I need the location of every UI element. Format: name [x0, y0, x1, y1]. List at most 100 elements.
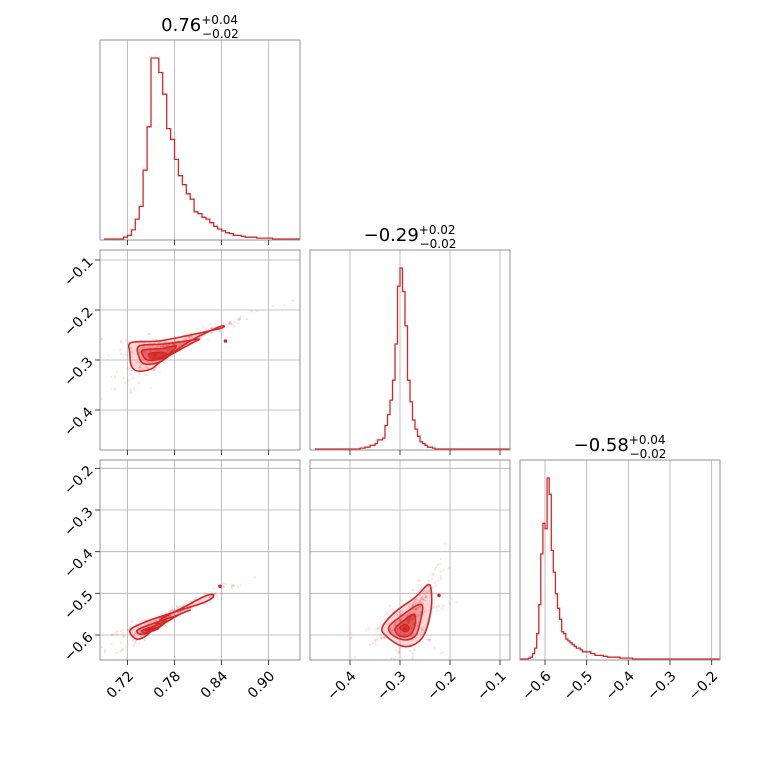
sample-point — [121, 648, 124, 651]
sample-point — [399, 619, 403, 622]
panel-frame — [99, 459, 301, 661]
sample-point — [130, 391, 133, 394]
sample-point — [209, 327, 213, 330]
sample-point — [138, 642, 141, 645]
sample-point — [139, 365, 142, 368]
sample-point — [399, 610, 402, 613]
sample-point — [418, 579, 422, 582]
sample-point — [217, 329, 221, 332]
sample-point — [137, 619, 140, 622]
sample-point — [408, 603, 411, 606]
sample-point — [414, 602, 417, 605]
sample-point — [107, 354, 110, 357]
sample-point — [411, 657, 414, 660]
x-tick-label: −0.2 — [686, 668, 721, 703]
x-tick-label: −0.5 — [561, 668, 596, 703]
sample-point — [420, 626, 424, 629]
sample-point — [238, 318, 241, 321]
sample-point — [221, 330, 225, 333]
sample-point — [418, 588, 422, 592]
panel-frame — [309, 459, 511, 661]
sample-point — [119, 641, 123, 644]
sample-point — [229, 322, 232, 326]
sample-point — [209, 323, 212, 326]
sample-point — [115, 630, 119, 633]
sample-point — [181, 342, 184, 345]
sample-point — [229, 322, 232, 325]
sample-point — [121, 632, 124, 635]
sample-point — [188, 336, 191, 339]
panel-frame — [99, 249, 301, 451]
sample-point — [437, 604, 441, 607]
sample-point — [236, 322, 240, 325]
sample-point — [383, 636, 386, 640]
sample-point — [419, 599, 422, 603]
sample-point — [427, 609, 430, 612]
sample-point — [207, 338, 210, 341]
sample-point — [152, 337, 155, 341]
sample-point — [423, 609, 427, 613]
sample-point — [419, 632, 423, 635]
sample-point — [238, 318, 241, 321]
sample-point — [128, 626, 132, 629]
sample-point — [230, 587, 234, 590]
sample-point — [431, 577, 434, 581]
sample-point — [116, 633, 119, 636]
sample-point — [139, 635, 142, 638]
sample-point — [179, 610, 182, 614]
histogram-panel-p2: −0.6 −0.5 −0.4 −0.3 −0.2 −0.58+0.04 −0.02 — [519, 433, 721, 704]
sample-point — [350, 636, 353, 640]
x-tick-label: −0.1 — [474, 668, 509, 703]
sample-point — [441, 607, 444, 610]
sample-point — [179, 343, 182, 346]
sample-point — [114, 632, 117, 635]
sample-point — [134, 640, 137, 644]
histogram-title: −0.29+0.02 −0.02 — [364, 223, 457, 251]
sample-point — [100, 397, 103, 400]
sample-point — [172, 612, 175, 616]
sample-point — [413, 647, 416, 650]
sample-point — [388, 604, 392, 607]
sample-point — [188, 336, 191, 339]
sample-point — [150, 346, 153, 349]
sample-point — [169, 610, 172, 613]
sample-point — [204, 591, 207, 594]
sample-point — [222, 585, 226, 588]
sample-point — [411, 604, 414, 607]
sample-point — [131, 377, 135, 380]
sample-point — [214, 593, 217, 596]
sample-point — [239, 315, 242, 318]
sample-point — [416, 613, 420, 617]
sample-point — [427, 638, 431, 641]
sample-point — [157, 341, 161, 344]
sample-point — [426, 638, 430, 641]
sample-point — [376, 627, 380, 630]
sample-point — [230, 585, 234, 588]
sample-point — [432, 572, 435, 575]
sample-point — [420, 596, 423, 600]
sample-point — [142, 346, 145, 350]
sample-point — [415, 608, 418, 611]
sample-point — [173, 342, 176, 346]
sample-point — [421, 598, 425, 601]
histogram-panel-p1: −0.29+0.02 −0.02 — [309, 223, 511, 455]
histogram-step-line — [520, 477, 720, 660]
sample-point — [421, 598, 425, 601]
sample-point — [230, 584, 234, 587]
sample-point — [434, 581, 437, 584]
sample-point — [374, 640, 377, 643]
sample-point — [113, 387, 117, 391]
sample-point — [379, 635, 383, 638]
y-tick-label: −0.3 — [61, 504, 96, 539]
histogram-step-line — [103, 57, 300, 240]
sample-point — [175, 605, 178, 608]
sample-point — [390, 657, 394, 660]
sample-point — [201, 335, 204, 338]
sample-point — [221, 592, 224, 595]
sample-point — [185, 336, 189, 339]
sample-point — [447, 566, 450, 570]
x-tick-label: −0.3 — [644, 668, 679, 703]
sample-point — [181, 342, 185, 345]
sample-point — [144, 373, 147, 377]
sample-point — [129, 388, 132, 391]
